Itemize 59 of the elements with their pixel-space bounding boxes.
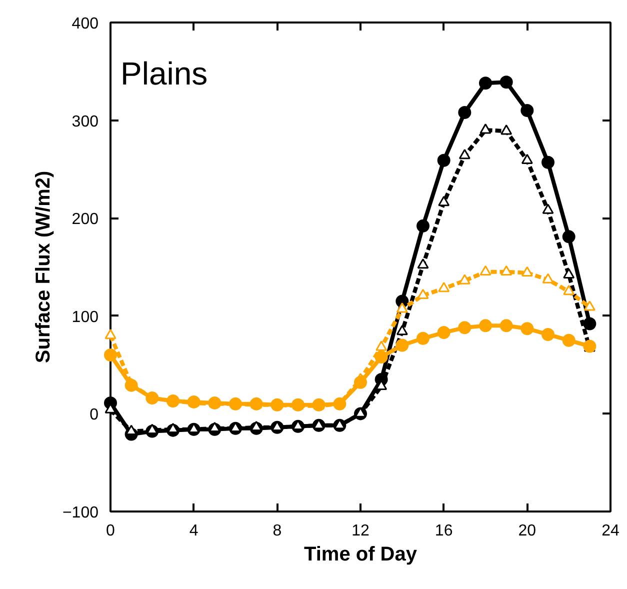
y-tick-label: 0 [90,406,99,424]
point [437,326,450,340]
point [417,258,429,269]
point [458,321,472,334]
point [458,274,470,284]
x-tick-label: 20 [518,522,536,540]
point [417,288,429,299]
point [562,334,576,347]
point [583,317,596,330]
x-tick-label: 16 [434,522,453,540]
point [542,156,554,169]
point [480,124,492,134]
point [521,266,533,277]
point [542,328,554,341]
point [500,265,512,276]
point [500,319,513,332]
point [458,106,472,119]
point [437,154,450,167]
point [396,338,409,352]
x-axis-title: Time of Day [304,544,418,566]
point [500,124,512,135]
point [416,219,430,232]
point [563,284,575,296]
point [104,348,117,362]
x-tick-label: 8 [272,522,282,540]
y-tick-label: 200 [72,211,99,228]
point [480,265,492,276]
point [542,204,554,214]
point [354,376,367,389]
point [104,328,116,340]
point [438,282,450,292]
x-tick-label: 24 [602,522,620,540]
y-tick-label: 100 [72,308,99,326]
y-tick-label: −100 [62,504,99,522]
x-tick-label: 12 [352,522,370,540]
point [374,350,388,364]
y-axis-title: Surface Flux (W/m2) [32,170,54,364]
point [438,196,450,206]
point [396,302,408,313]
annotation: Plains [120,56,208,92]
point [416,332,430,345]
point [479,319,492,332]
point [479,76,492,90]
point [563,268,575,278]
point [542,273,554,284]
point [521,154,533,164]
point [396,325,408,336]
point [520,322,534,336]
point [500,76,513,89]
point [376,340,388,351]
x-tick-label: 0 [106,522,116,540]
y-tick-label: 300 [72,113,99,130]
point [124,378,138,392]
x-tick-label: 4 [189,522,198,540]
point [584,300,596,311]
point [562,230,576,244]
point [458,148,470,160]
y-tick-label: 400 [72,16,99,32]
point [520,104,534,118]
